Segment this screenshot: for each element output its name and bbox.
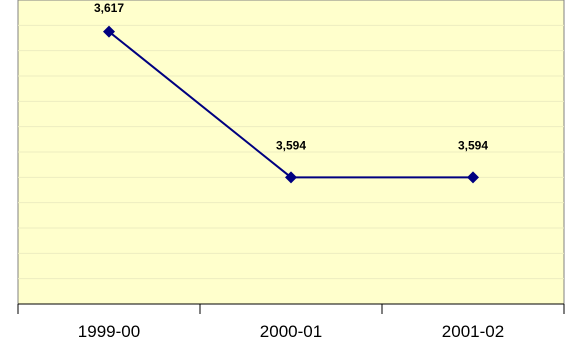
data-point-marker: [285, 171, 297, 184]
data-label: 3,594: [276, 138, 306, 152]
data-point-marker: [103, 25, 115, 38]
x-tick-label: 2000-01: [260, 322, 322, 341]
data-point-marker: [467, 171, 479, 184]
x-tick-label: 2001-02: [442, 322, 504, 341]
data-label: 3,617: [94, 1, 124, 15]
category-labels: 1999-00 2000-01 2001-02: [78, 322, 504, 341]
series-markers: [103, 25, 479, 184]
data-label: 3,594: [458, 138, 488, 152]
data-labels: 3,617 3,594 3,594: [94, 1, 488, 152]
x-axis-ticks: [17, 304, 565, 314]
gridlines: [18, 24, 564, 280]
x-tick-label: 1999-00: [78, 322, 140, 341]
